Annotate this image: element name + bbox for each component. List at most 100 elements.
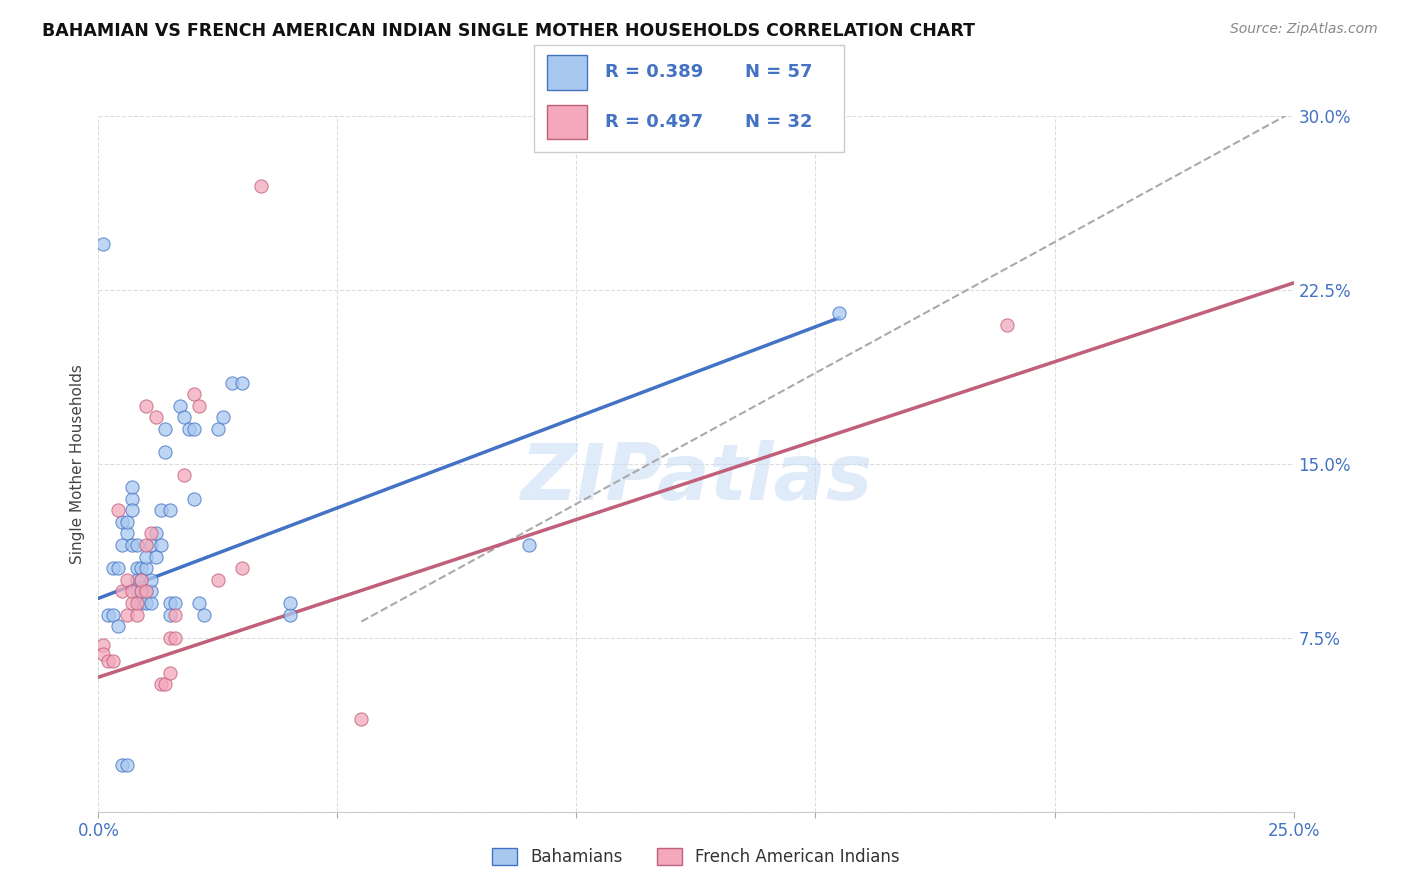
Point xyxy=(91,638,114,652)
FancyBboxPatch shape xyxy=(534,45,844,152)
Point xyxy=(231,376,253,390)
Point xyxy=(107,503,129,517)
Point xyxy=(159,631,181,645)
Point xyxy=(131,573,153,587)
Point xyxy=(145,526,167,541)
Point xyxy=(121,596,143,610)
FancyBboxPatch shape xyxy=(547,104,586,139)
Point xyxy=(111,758,134,772)
Text: R = 0.389: R = 0.389 xyxy=(606,63,703,81)
Point xyxy=(169,399,191,413)
Point xyxy=(139,538,162,552)
Point xyxy=(207,422,229,436)
Point xyxy=(107,561,129,575)
Point xyxy=(350,712,373,726)
Point xyxy=(250,178,273,193)
Point xyxy=(115,607,138,622)
Point xyxy=(207,573,229,587)
Point xyxy=(159,596,181,610)
Point xyxy=(97,654,120,668)
Point xyxy=(125,607,148,622)
Point xyxy=(278,607,301,622)
Point xyxy=(145,410,167,425)
Point xyxy=(115,758,138,772)
Point xyxy=(101,607,124,622)
Text: N = 57: N = 57 xyxy=(745,63,813,81)
Point xyxy=(155,445,177,459)
Point xyxy=(91,647,114,661)
Point xyxy=(131,573,153,587)
Point xyxy=(125,573,148,587)
FancyBboxPatch shape xyxy=(547,55,586,89)
Point xyxy=(131,584,153,599)
Point xyxy=(115,515,138,529)
Point xyxy=(828,306,851,320)
Point xyxy=(111,538,134,552)
Point xyxy=(163,631,186,645)
Text: N = 32: N = 32 xyxy=(745,112,813,130)
Point xyxy=(173,410,195,425)
Point xyxy=(121,584,143,599)
Y-axis label: Single Mother Households: Single Mother Households xyxy=(69,364,84,564)
Point xyxy=(183,422,205,436)
Point xyxy=(97,607,120,622)
Point xyxy=(121,491,143,506)
Point xyxy=(121,503,143,517)
Point xyxy=(149,677,172,691)
Point xyxy=(107,619,129,633)
Text: ZIPatlas: ZIPatlas xyxy=(520,440,872,516)
Point xyxy=(125,596,148,610)
Point xyxy=(125,561,148,575)
Point xyxy=(131,596,153,610)
Point xyxy=(125,584,148,599)
Point xyxy=(163,596,186,610)
Point xyxy=(135,538,157,552)
Point xyxy=(149,503,172,517)
Point xyxy=(517,538,540,552)
Point xyxy=(121,480,143,494)
Point xyxy=(183,491,205,506)
Point xyxy=(139,584,162,599)
Point xyxy=(131,561,153,575)
Point xyxy=(125,538,148,552)
Point xyxy=(187,399,209,413)
Point xyxy=(101,654,124,668)
Point xyxy=(211,410,233,425)
Point xyxy=(135,596,157,610)
Text: BAHAMIAN VS FRENCH AMERICAN INDIAN SINGLE MOTHER HOUSEHOLDS CORRELATION CHART: BAHAMIAN VS FRENCH AMERICAN INDIAN SINGL… xyxy=(42,22,976,40)
Point xyxy=(221,376,243,390)
Point xyxy=(115,573,138,587)
Point xyxy=(163,607,186,622)
Point xyxy=(135,561,157,575)
Point xyxy=(135,549,157,564)
Point xyxy=(139,573,162,587)
Point xyxy=(159,665,181,680)
Text: Source: ZipAtlas.com: Source: ZipAtlas.com xyxy=(1230,22,1378,37)
Point xyxy=(183,387,205,401)
Point xyxy=(179,422,201,436)
Point xyxy=(187,596,209,610)
Point xyxy=(135,584,157,599)
Point xyxy=(91,236,114,251)
Point xyxy=(155,677,177,691)
Point xyxy=(121,538,143,552)
Point xyxy=(231,561,253,575)
Point xyxy=(135,399,157,413)
Point xyxy=(135,584,157,599)
Point xyxy=(111,584,134,599)
Point xyxy=(139,596,162,610)
Point xyxy=(145,549,167,564)
Point xyxy=(159,503,181,517)
Point xyxy=(101,561,124,575)
Point xyxy=(139,526,162,541)
Point xyxy=(131,584,153,599)
Point xyxy=(111,515,134,529)
Text: R = 0.497: R = 0.497 xyxy=(606,112,703,130)
Legend: Bahamians, French American Indians: Bahamians, French American Indians xyxy=(486,841,905,873)
Point xyxy=(278,596,301,610)
Point xyxy=(115,526,138,541)
Point xyxy=(149,538,172,552)
Point xyxy=(173,468,195,483)
Point xyxy=(995,318,1018,332)
Point xyxy=(159,607,181,622)
